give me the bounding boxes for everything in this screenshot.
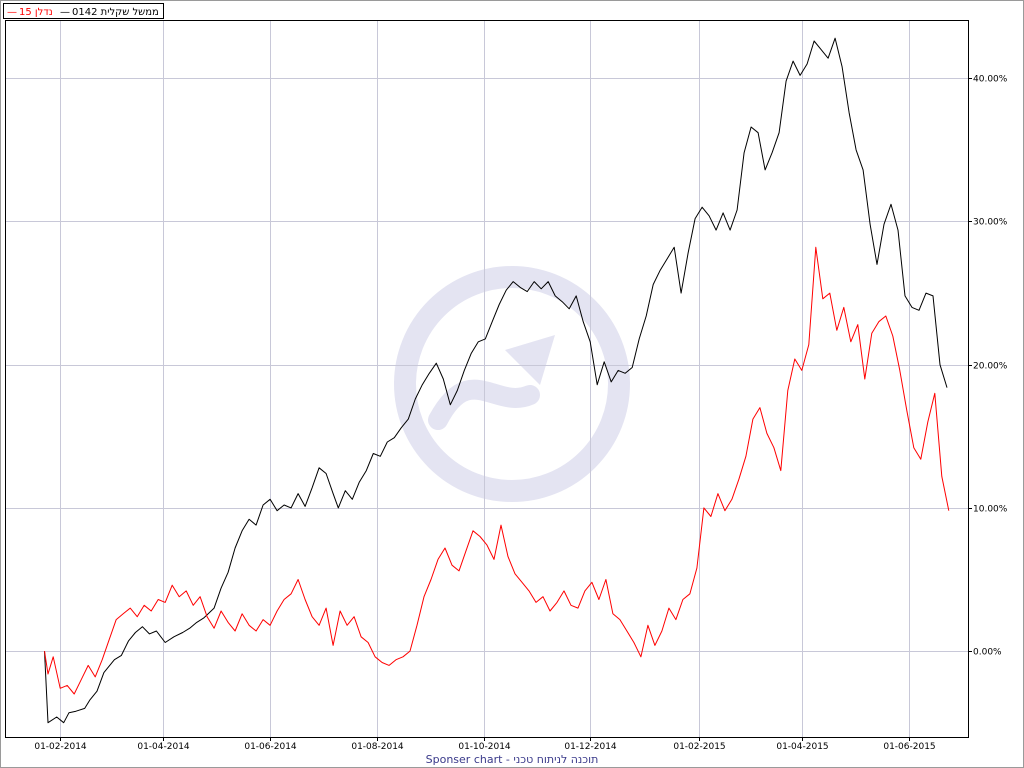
legend-item-2-label: נדלן 15 bbox=[19, 7, 53, 18]
x-tick-label: 01-06-2015 bbox=[883, 742, 935, 752]
series-line-1 bbox=[44, 37, 948, 724]
y-axis-ticks: 0.00% 10.00% 20.00% 30.00% 40.00% bbox=[968, 75, 1008, 658]
x-tick-label: 01-06-2014 bbox=[244, 742, 297, 752]
x-tick-label: 01-02-2015 bbox=[673, 742, 725, 752]
legend-item-1-label: ממשל שקלית 0142 bbox=[72, 7, 159, 18]
x-tick-label: 01-10-2014 bbox=[458, 742, 511, 752]
y-tick-label: 10.00% bbox=[973, 505, 1008, 515]
x-tick-label: 01-04-2015 bbox=[776, 742, 828, 752]
legend-box bbox=[3, 3, 164, 19]
legend: — נדלן 15 — ממשל שקלית 0142 bbox=[3, 3, 164, 19]
x-tick-label: 01-12-2014 bbox=[564, 742, 617, 752]
x-tick-label: 01-08-2014 bbox=[351, 742, 404, 752]
y-tick-label: 30.00% bbox=[973, 218, 1008, 228]
series-line-2 bbox=[44, 246, 950, 695]
legend-item-2-swatch: — bbox=[7, 7, 17, 18]
y-tick-label: 0.00% bbox=[973, 648, 1002, 658]
legend-item-1: — ממשל שקלית 0142 bbox=[60, 7, 159, 18]
x-tick-label: 01-02-2014 bbox=[34, 742, 87, 752]
plot-area bbox=[5, 20, 969, 738]
x-axis-ticks: 01-02-2014 01-04-2014 01-06-2014 01-08-2014… bbox=[34, 737, 936, 752]
x-tick-label: 01-04-2014 bbox=[137, 742, 190, 752]
series-lines bbox=[44, 37, 950, 724]
footer-credit: תוכנה לניתוח טכני - Sponser chart bbox=[426, 753, 599, 766]
y-tick-label: 40.00% bbox=[973, 75, 1008, 85]
watermark-logo bbox=[394, 266, 630, 502]
y-tick-label: 20.00% bbox=[973, 362, 1008, 372]
legend-item-2: — נדלן 15 bbox=[7, 7, 53, 18]
legend-item-1-swatch: — bbox=[60, 7, 70, 18]
grid-lines bbox=[6, 21, 968, 737]
